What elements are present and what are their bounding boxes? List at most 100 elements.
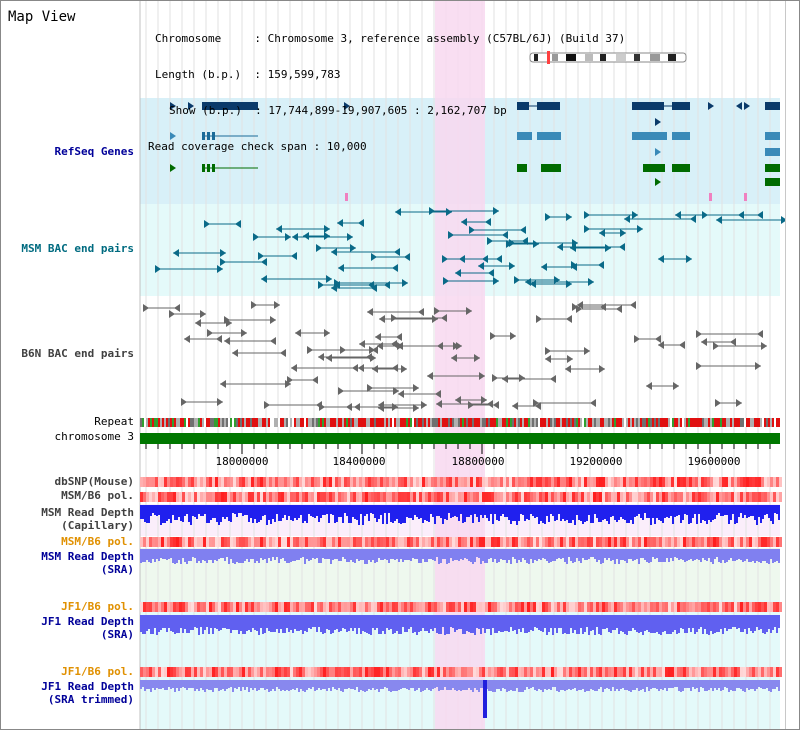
polymorphism-mark bbox=[611, 477, 614, 487]
repeat-mark bbox=[292, 418, 294, 427]
depth-mark bbox=[556, 680, 558, 691]
repeat-mark bbox=[692, 418, 694, 427]
polymorphism-mark bbox=[485, 602, 488, 612]
repeat-mark bbox=[660, 418, 662, 427]
depth-mark bbox=[234, 680, 236, 688]
depth-mark bbox=[274, 680, 276, 691]
depth-mark bbox=[618, 505, 620, 520]
track-label-dbsnp[interactable]: dbSNP(Mouse) bbox=[54, 475, 134, 488]
polymorphism-mark bbox=[413, 667, 416, 677]
depth-mark bbox=[344, 549, 346, 559]
depth-mark bbox=[484, 505, 486, 515]
polymorphism-mark bbox=[155, 602, 158, 612]
track-label-msm-depth-sra-1[interactable]: MSM Read Depth bbox=[41, 550, 134, 563]
track-label-msm-b6-pol-1[interactable]: MSM/B6 pol. bbox=[61, 489, 134, 502]
polymorphism-mark bbox=[359, 537, 362, 547]
polymorphism-mark bbox=[521, 667, 524, 677]
chromosome-key: Chromosome bbox=[155, 32, 222, 45]
gene-exon bbox=[212, 164, 215, 172]
polymorphism-mark bbox=[446, 477, 449, 487]
vertical-scrollbar[interactable] bbox=[785, 0, 800, 730]
repeat-mark bbox=[456, 418, 458, 427]
polymorphism-mark bbox=[344, 477, 347, 487]
depth-mark bbox=[474, 615, 476, 635]
polymorphism-mark bbox=[776, 537, 779, 547]
polymorphism-mark bbox=[689, 477, 692, 487]
repeat-mark bbox=[758, 418, 760, 427]
depth-mark bbox=[210, 615, 212, 628]
depth-mark bbox=[258, 615, 260, 635]
track-label-b6n-bac[interactable]: B6N BAC end pairs bbox=[21, 347, 134, 360]
polymorphism-mark bbox=[656, 667, 659, 677]
polymorphism-mark bbox=[461, 477, 464, 487]
track-label-jf1-depth-trim-1[interactable]: JF1 Read Depth bbox=[41, 680, 134, 693]
polymorphism-mark bbox=[374, 477, 377, 487]
depth-mark bbox=[696, 505, 698, 524]
depth-mark bbox=[222, 505, 224, 517]
bac-end-marker bbox=[701, 338, 707, 346]
depth-mark bbox=[342, 549, 344, 557]
depth-mark bbox=[616, 680, 618, 689]
depth-mark bbox=[182, 549, 184, 558]
track-label-chromosome[interactable]: chromosome 3 bbox=[54, 430, 134, 443]
depth-mark bbox=[440, 680, 442, 690]
gene-exon bbox=[765, 164, 780, 172]
depth-mark bbox=[444, 680, 446, 687]
track-label-msm-depth-cap-1[interactable]: MSM Read Depth bbox=[41, 506, 134, 519]
polymorphism-mark bbox=[587, 667, 590, 677]
polymorphism-mark bbox=[752, 602, 755, 612]
track-label-msm-b6-pol-2[interactable]: MSM/B6 pol. bbox=[61, 535, 134, 548]
bac-end-marker bbox=[143, 304, 149, 312]
depth-mark bbox=[488, 549, 490, 559]
gene-exon bbox=[207, 132, 210, 140]
depth-mark bbox=[158, 505, 160, 515]
strand-arrow bbox=[170, 164, 176, 172]
depth-mark bbox=[648, 615, 650, 632]
polymorphism-mark bbox=[368, 602, 371, 612]
polymorphism-mark bbox=[560, 492, 563, 502]
polymorphism-mark bbox=[332, 492, 335, 502]
polymorphism-mark bbox=[491, 602, 494, 612]
depth-mark bbox=[412, 615, 414, 633]
bac-end-marker bbox=[485, 218, 491, 226]
depth-mark bbox=[300, 615, 302, 630]
track-label-repeat[interactable]: Repeat bbox=[94, 415, 134, 428]
bac-end-marker bbox=[673, 382, 679, 390]
polymorphism-mark bbox=[692, 477, 695, 487]
depth-mark bbox=[172, 505, 174, 515]
depth-mark bbox=[770, 680, 772, 692]
depth-mark bbox=[560, 680, 562, 690]
depth-mark bbox=[466, 680, 468, 690]
gene-exon bbox=[541, 164, 561, 172]
depth-mark bbox=[196, 549, 198, 563]
track-label-jf1-b6-pol-2[interactable]: JF1/B6 pol. bbox=[61, 665, 134, 678]
depth-mark bbox=[662, 549, 664, 562]
polymorphism-mark bbox=[389, 492, 392, 502]
repeat-mark bbox=[740, 418, 742, 427]
depth-mark bbox=[628, 680, 630, 691]
track-label-refseq[interactable]: RefSeq Genes bbox=[54, 145, 134, 158]
repeat-mark bbox=[704, 418, 706, 427]
repeat-mark bbox=[462, 418, 464, 427]
depth-mark bbox=[428, 680, 430, 690]
repeat-mark bbox=[232, 418, 234, 427]
polymorphism-mark bbox=[779, 477, 782, 487]
depth-mark bbox=[476, 549, 478, 557]
depth-mark bbox=[434, 505, 436, 524]
depth-mark bbox=[460, 615, 462, 629]
depth-mark bbox=[402, 680, 404, 688]
polymorphism-mark bbox=[368, 492, 371, 502]
depth-mark bbox=[434, 615, 436, 628]
track-label-jf1-depth-sra-1[interactable]: JF1 Read Depth bbox=[41, 615, 134, 628]
depth-mark bbox=[670, 505, 672, 516]
track-label-msm-bac[interactable]: MSM BAC end pairs bbox=[21, 242, 134, 255]
repeat-mark bbox=[434, 418, 436, 427]
polymorphism-mark bbox=[524, 537, 527, 547]
track-label-jf1-b6-pol-1[interactable]: JF1/B6 pol. bbox=[61, 600, 134, 613]
polymorphism-mark bbox=[701, 492, 704, 502]
bac-end-marker bbox=[566, 213, 572, 221]
bac-end-marker bbox=[287, 376, 293, 384]
depth-mark bbox=[768, 549, 770, 564]
